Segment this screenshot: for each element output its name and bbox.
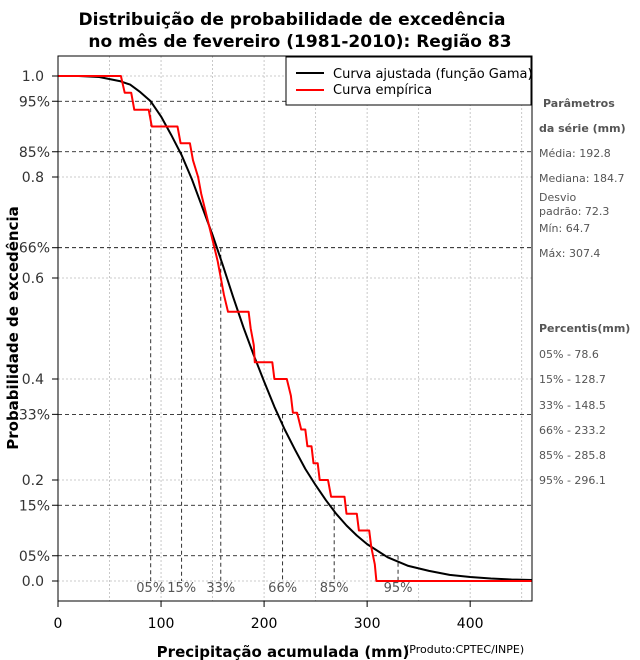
percentile-33: 33% - 148.5	[539, 399, 606, 412]
stat-min: Mín: 64.7	[539, 222, 591, 235]
credit-label: (Produto:CPTEC/INPE)	[405, 643, 524, 656]
percentile-marker-label: 66%	[268, 581, 297, 596]
y-tick-label: 0.6	[22, 271, 44, 287]
y-percent-tick-label: 95%	[19, 94, 50, 110]
stat-media: Média: 192.8	[539, 147, 611, 160]
legend-label-fitted: Curva ajustada (função Gama)	[333, 67, 533, 82]
params-title-2: da série (mm)	[539, 122, 626, 135]
percentile-marker-label: 33%	[206, 581, 235, 596]
stat-desvio-2: padrão: 72.3	[539, 205, 610, 218]
legend: Curva ajustada (função Gama) Curva empír…	[285, 56, 533, 106]
empirical-curve	[58, 75, 532, 582]
axes: 05% 15% 33% 66% 85% 95%0 100 200 300 4000.00.20.4…	[19, 69, 484, 632]
y-tick-label: 0.4	[22, 372, 44, 388]
percentile-05: 05% - 78.6	[539, 348, 599, 361]
x-tick-label: 0	[54, 616, 63, 632]
x-tick-label: 400	[457, 616, 484, 632]
y-percent-tick-label: 15%	[19, 498, 50, 514]
percentile-15: 15% - 128.7	[539, 373, 606, 386]
y-percent-tick-label: 33%	[19, 407, 50, 423]
chart-title-line1: Distribuição de probabilidade de excedên…	[79, 10, 506, 30]
y-tick-label: 0.2	[22, 473, 44, 489]
y-percent-tick-label: 05%	[19, 549, 50, 565]
grid	[57, 56, 532, 601]
stat-mediana: Mediana: 184.7	[539, 172, 625, 185]
x-tick-label: 100	[148, 616, 175, 632]
fitted-gamma-curve	[58, 75, 533, 581]
plot-frame	[57, 55, 533, 602]
y-axis-label: Probabilidade de excedência	[4, 206, 22, 450]
percentile-66: 66% - 233.2	[539, 424, 606, 437]
x-tick-label: 200	[251, 616, 278, 632]
legend-box	[285, 56, 532, 106]
stat-desvio-1: Desvio	[539, 191, 577, 204]
percentile-85: 85% - 285.8	[539, 449, 606, 462]
legend-label-empirical: Curva empírica	[333, 83, 432, 98]
percentile-marker-label: 85%	[320, 581, 349, 596]
percentis-title: Percentis(mm)	[539, 322, 631, 335]
params-title-1: Parâmetros	[543, 97, 615, 110]
percentile-guides	[58, 100, 532, 581]
y-tick-label: 0.0	[22, 574, 44, 590]
x-tick-label: 300	[354, 616, 381, 632]
y-tick-label: 0.8	[22, 170, 44, 186]
x-axis-label: Precipitação acumulada (mm)	[157, 643, 410, 660]
stat-max: Máx: 307.4	[539, 247, 601, 260]
percentile-marker-label: 05%	[136, 581, 165, 596]
percentile-95: 95% - 296.1	[539, 474, 606, 487]
y-tick-label: 1.0	[22, 69, 44, 85]
series	[58, 75, 533, 582]
percentile-marker-label: 15%	[167, 581, 196, 596]
y-percent-tick-label: 66%	[19, 241, 50, 257]
y-percent-tick-label: 85%	[19, 145, 50, 161]
percentile-marker-label: 95%	[384, 581, 413, 596]
chart-title-line2: no mês de fevereiro (1981-2010): Região …	[88, 32, 511, 52]
